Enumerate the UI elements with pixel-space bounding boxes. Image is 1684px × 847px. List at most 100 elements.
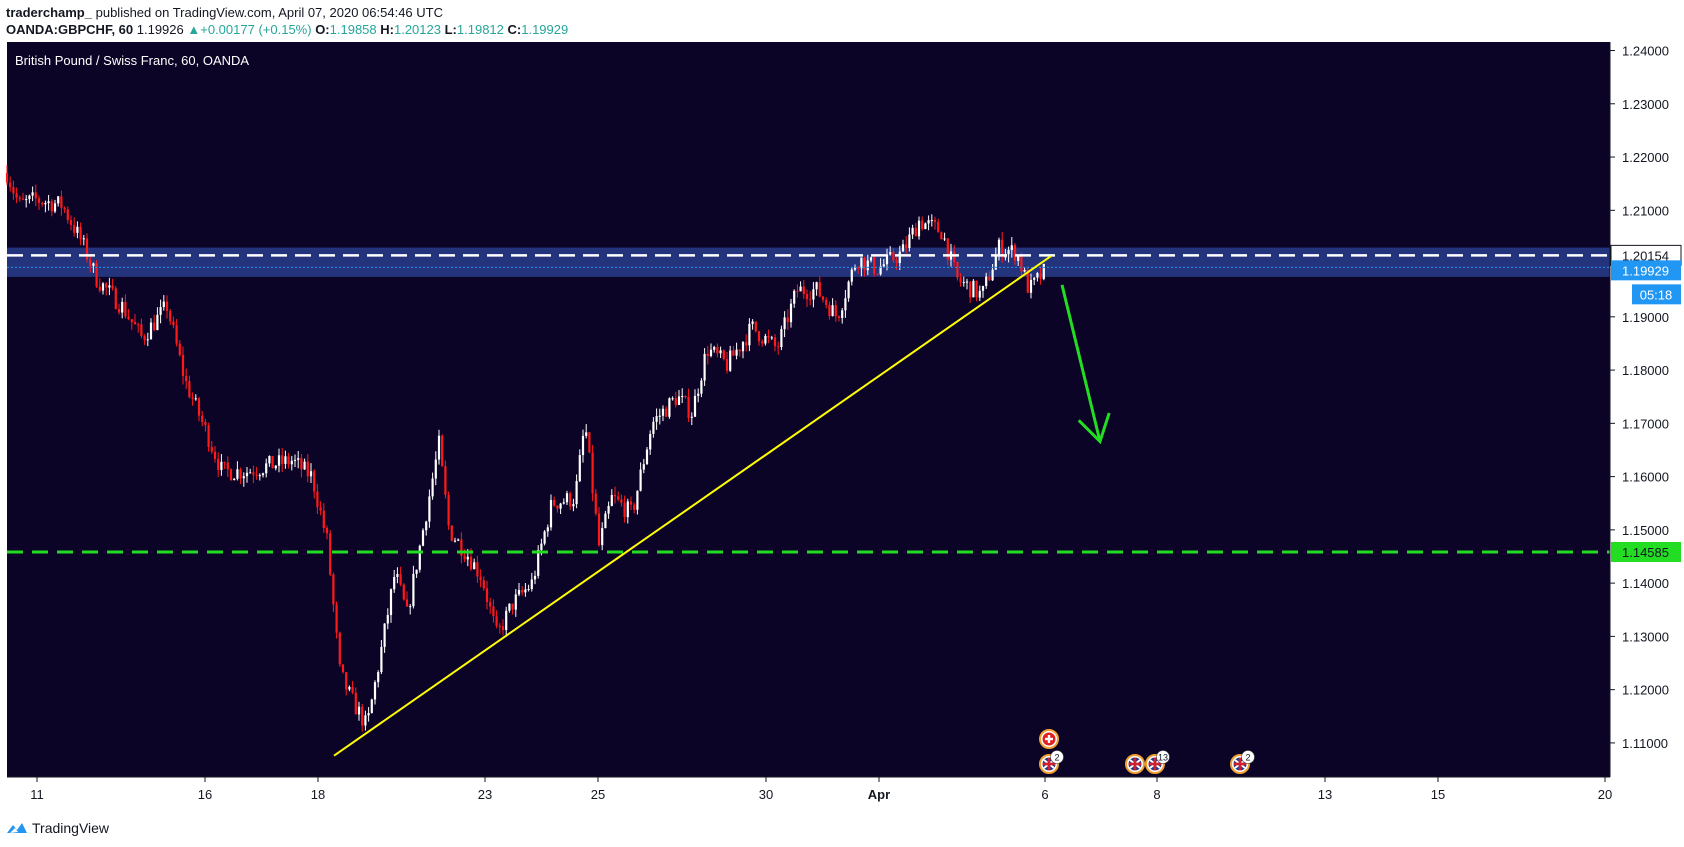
candle-body (239, 469, 242, 479)
candle-body (255, 474, 258, 476)
candle-body (303, 461, 306, 470)
candle-body (873, 257, 876, 274)
candle-body (460, 539, 463, 556)
candle-body (1023, 269, 1026, 272)
uk-flag-icon[interactable]: 2 (1039, 750, 1064, 774)
candle-body (901, 244, 905, 252)
candle-body (537, 549, 540, 576)
candle-body (236, 469, 239, 479)
published-text: published on TradingView.com, April 07, … (95, 5, 443, 20)
candle-body (354, 692, 357, 715)
current-price-badge (1611, 260, 1681, 281)
candle-body (1010, 245, 1013, 251)
candle-body (121, 301, 124, 313)
candle-body (885, 254, 889, 265)
candle-body (601, 528, 604, 546)
candle-body (994, 255, 997, 270)
candle-body (674, 398, 677, 405)
swiss-flag-icon[interactable] (1039, 729, 1059, 749)
candle-body (863, 257, 866, 271)
candle-body (41, 202, 44, 205)
high-value: 1.20123 (393, 22, 441, 37)
candle-body (1036, 273, 1039, 278)
event-count: 13 (1158, 753, 1168, 763)
price-axis-bg (1610, 42, 1684, 777)
candle-body (453, 540, 457, 542)
candle-body (866, 260, 869, 271)
candle-body (847, 281, 850, 299)
uk-flag-icon[interactable]: 13 (1145, 750, 1170, 774)
candle-body (418, 545, 421, 570)
candle-body (466, 556, 469, 560)
trendline[interactable] (333, 255, 1052, 757)
event-count: 2 (1245, 753, 1250, 763)
symbol-label[interactable]: OANDA:GBPCHF, 60 (6, 22, 134, 37)
candle-body (47, 201, 50, 204)
candle-body (927, 220, 930, 224)
candle-body (645, 449, 649, 465)
uk-flag-icon[interactable]: 2 (1230, 750, 1255, 774)
candle-body (389, 589, 393, 616)
candle-body (309, 471, 313, 477)
candle-body (34, 192, 37, 199)
candle-body (153, 322, 156, 331)
candle-body (226, 462, 229, 470)
forecast-arrow[interactable] (1060, 284, 1102, 442)
time-axis-bg (0, 777, 1610, 805)
candle-body (575, 481, 578, 505)
price-tick-label: 1.23000 (1622, 97, 1669, 112)
change-arrow-icon: ▲ (187, 22, 201, 37)
candle-body (319, 507, 322, 511)
candle-body (965, 281, 969, 283)
candle-body (607, 505, 610, 514)
candle-body (348, 686, 351, 690)
candle-body (92, 263, 95, 266)
uk-flag-icon[interactable] (1125, 754, 1145, 774)
time-axis[interactable]: 11 16 18 23 25 30 Apr 6 8 13 15 20 (0, 776, 1612, 805)
candle-body (921, 220, 924, 230)
candle-body (786, 317, 789, 323)
candle-body (981, 286, 985, 291)
candle-body (367, 713, 370, 716)
author-link[interactable]: traderchamp_ (6, 5, 92, 20)
candle-body (409, 606, 412, 608)
candle-body (5, 173, 9, 183)
last-price: 1.19926 (136, 22, 184, 37)
candle-body (105, 283, 108, 288)
candle-body (991, 269, 994, 281)
candle-body (21, 198, 25, 200)
candle-body (693, 395, 697, 417)
event-count-badge (1156, 750, 1170, 764)
candle-body (549, 500, 553, 528)
tradingview-footer[interactable]: TradingView (6, 820, 109, 836)
candle-body (578, 455, 581, 482)
candle-body (233, 478, 236, 481)
time-tick-label: 11 (30, 787, 44, 802)
price-axis[interactable]: 1.240001.230001.220001.210001.200001.190… (1609, 42, 1684, 777)
candle-body (133, 322, 137, 325)
candle-body (143, 335, 146, 341)
time-tick-label: 25 (591, 787, 605, 802)
candle-body (1001, 239, 1004, 258)
candle-body (796, 290, 799, 292)
price-tick-label: 1.16000 (1622, 470, 1669, 485)
price-tick-label: 1.13000 (1622, 629, 1669, 644)
candle-body (729, 350, 732, 371)
candle-body (421, 530, 425, 546)
candle-body (130, 319, 133, 323)
candle-body (431, 478, 434, 497)
plot-area[interactable] (7, 42, 1610, 777)
candle-body (569, 493, 572, 507)
time-tick-label: 8 (1153, 787, 1160, 802)
candle-body (725, 359, 729, 371)
candle-body (405, 599, 409, 607)
candle-body (933, 220, 937, 222)
candle-body (178, 343, 181, 355)
price-tick-label: 1.17000 (1622, 416, 1669, 431)
candle-body (188, 381, 191, 398)
candle-body (229, 469, 233, 481)
time-tick-label: 13 (1318, 787, 1332, 802)
candle-body (434, 459, 437, 479)
candle-body (940, 232, 943, 240)
